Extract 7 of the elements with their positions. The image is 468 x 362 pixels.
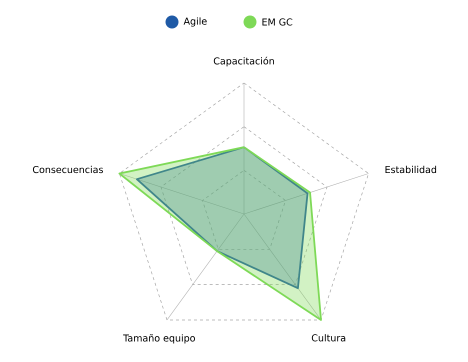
spoke-label: Cultura [312, 334, 346, 342]
spoke-label: Tamaño equipo [123, 334, 195, 344]
spoke-label: Capacitación [214, 56, 274, 66]
spoke-label: Consecuencias [32, 166, 103, 174]
legend-label: EM GC [262, 18, 292, 26]
legend-label: Agile [184, 17, 207, 27]
spoke-label: Estabilidad [386, 166, 436, 174]
